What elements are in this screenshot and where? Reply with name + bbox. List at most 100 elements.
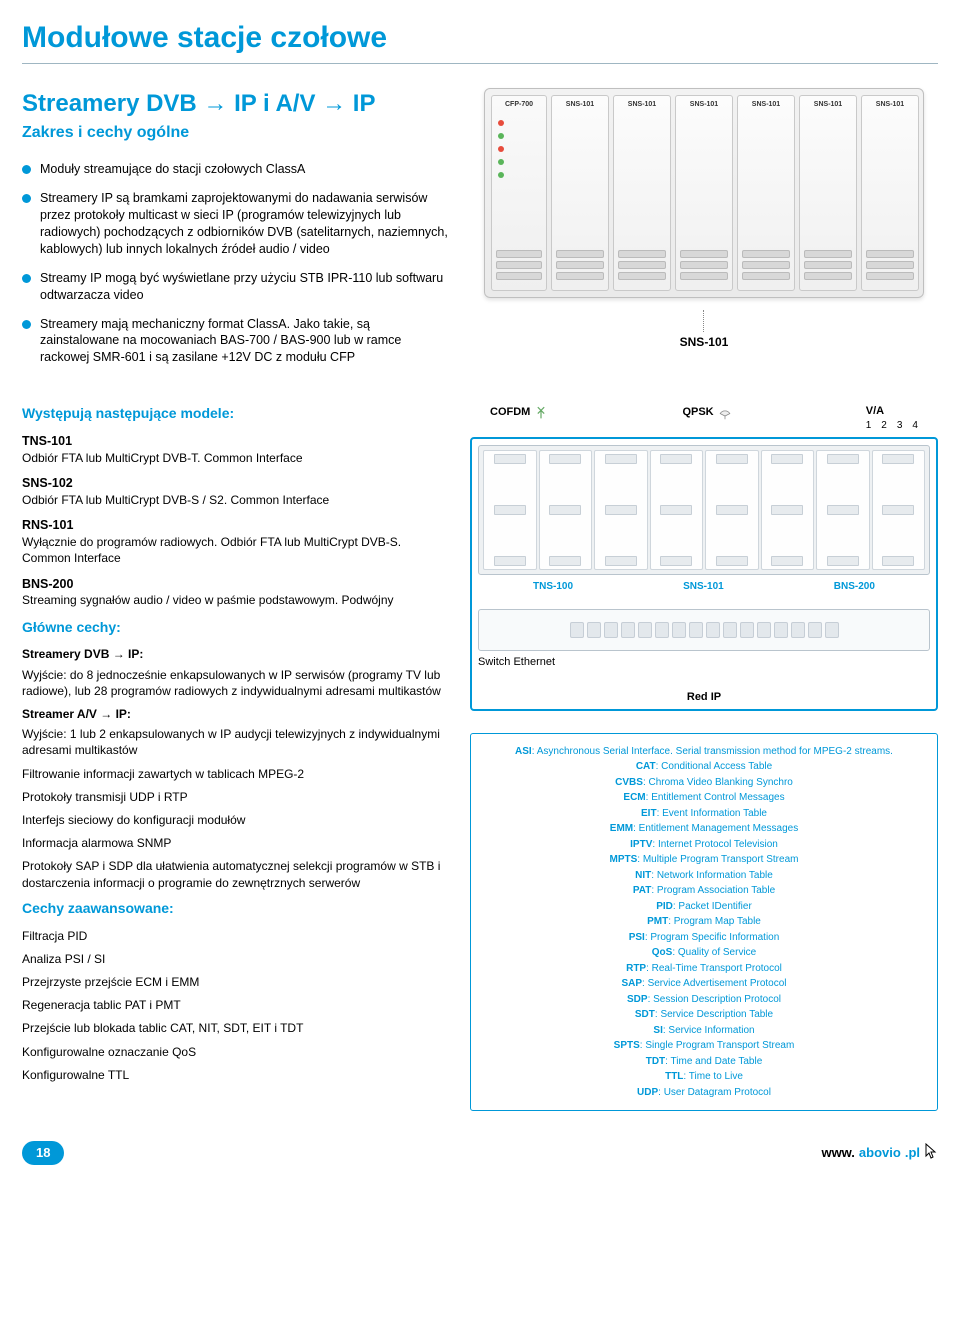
- models-list: TNS-101Odbiór FTA lub MultiCrypt DVB-T. …: [22, 433, 452, 608]
- schematic-slot: [539, 450, 593, 570]
- redip-label: Red IP: [478, 690, 930, 705]
- page-title: Modułowe stacje czołowe: [22, 18, 938, 59]
- feature-line: Interfejs sieciowy do konfiguracji moduł…: [22, 812, 452, 828]
- page: Modułowe stacje czołowe Streamery DVB → …: [0, 0, 960, 1177]
- model-desc: Streaming sygnałów audio / video w paśmi…: [22, 592, 452, 608]
- title-rule: [22, 63, 938, 64]
- intro-column: Streamery DVB → IP i A/V → IP Zakres i c…: [22, 88, 452, 379]
- intro-bullet: Streamery IP są bramkami zaprojektowanym…: [22, 190, 452, 258]
- system-diagram: TNS-100 SNS-101 BNS-200 Switch Ethernet …: [470, 437, 938, 711]
- glossary-term: SPTS: Single Program Transport Stream: [483, 1038, 925, 1054]
- glossary-term: ECM: Entitlement Control Messages: [483, 790, 925, 806]
- advanced-line: Przejrzyste przejście ECM i EMM: [22, 974, 452, 990]
- product-photo-column: CFP-700SNS-101SNS-101SNS-101SNS-101SNS-1…: [470, 88, 938, 379]
- model-desc: Wyłącznie do programów radiowych. Odbiór…: [22, 534, 452, 566]
- models-features-column: Występują następujące modele: TNS-101Odb…: [22, 404, 452, 1111]
- features-group1-title: Streamery DVB → IP:: [22, 646, 452, 662]
- feature-line: Informacja alarmowa SNMP: [22, 835, 452, 851]
- rack-module: SNS-101: [675, 95, 733, 291]
- glossary-term: PID: Packet IDentifier: [483, 899, 925, 915]
- input-qpsk: QPSK: [682, 404, 732, 432]
- schematic-slot: [483, 450, 537, 570]
- rack-module: SNS-101: [737, 95, 795, 291]
- subsubtitle: Zakres i cechy ogólne: [22, 122, 452, 144]
- glossary-term: SI: Service Information: [483, 1023, 925, 1039]
- features-group2-title: Streamer A/V → IP:: [22, 706, 452, 722]
- advanced-line: Analiza PSI / SI: [22, 951, 452, 967]
- advanced-lines: Filtracja PID Analiza PSI / SI Przejrzyste…: [22, 928, 452, 1083]
- model-name: SNS-102: [22, 475, 452, 492]
- intro-bullets: Moduły streamujące do stacji czołowych C…: [22, 161, 452, 366]
- rack-module: SNS-101: [551, 95, 609, 291]
- advanced-line: Przejście lub blokada tablic CAT, NIT, S…: [22, 1020, 452, 1036]
- glossary-term: EMM: Entitlement Management Messages: [483, 821, 925, 837]
- diagram-glossary-column: COFDM QPSK V/A 1234: [470, 404, 938, 1111]
- va-label: V/A: [866, 405, 884, 417]
- model-block: BNS-200Streaming sygnałów audio / video …: [22, 576, 452, 609]
- feature-line: Protokoły transmisji UDP i RTP: [22, 789, 452, 805]
- model-name: RNS-101: [22, 517, 452, 534]
- glossary-term: CVBS: Chroma Video Blanking Synchro: [483, 775, 925, 791]
- subtitle: Streamery DVB → IP i A/V → IP: [22, 88, 452, 120]
- top-row: Streamery DVB → IP i A/V → IP Zakres i c…: [22, 88, 938, 379]
- dish-icon: [717, 404, 733, 420]
- bottom-row: Występują następujące modele: TNS-101Odb…: [22, 404, 938, 1111]
- intro-bullet: Streamy IP mogą być wyświetlane przy uży…: [22, 270, 452, 304]
- glossary-term: ASI: Asynchronous Serial Interface. Seri…: [483, 744, 925, 760]
- schematic-slot: [816, 450, 870, 570]
- intro-bullet: Streamery mają mechaniczny format ClassA…: [22, 316, 452, 367]
- glossary-term: QoS: Quality of Service: [483, 945, 925, 961]
- model-name: BNS-200: [22, 576, 452, 593]
- slot-label: SNS-101: [683, 580, 724, 594]
- schematic-slot: [872, 450, 926, 570]
- feature-lines: Filtrowanie informacji zawartych w tabli…: [22, 766, 452, 891]
- slot-labels-row: TNS-100 SNS-101 BNS-200: [478, 580, 930, 594]
- callout-label: SNS-101: [680, 334, 729, 350]
- advanced-line: Filtracja PID: [22, 928, 452, 944]
- photo-callout: SNS-101: [680, 310, 729, 350]
- feature-line: Filtrowanie informacji zawartych w tabli…: [22, 766, 452, 782]
- advanced-line: Regeneracja tablic PAT i PMT: [22, 997, 452, 1013]
- glossary-term: UDP: User Datagram Protocol: [483, 1085, 925, 1101]
- product-rack-illustration: CFP-700SNS-101SNS-101SNS-101SNS-101SNS-1…: [484, 88, 924, 298]
- va-number: 2: [881, 419, 887, 433]
- glossary-term: SAP: Service Advertisement Protocol: [483, 976, 925, 992]
- input-va: V/A 1234: [866, 404, 918, 432]
- advanced-heading: Cechy zaawansowane:: [22, 899, 452, 918]
- model-block: SNS-102Odbiór FTA lub MultiCrypt DVB-S /…: [22, 475, 452, 508]
- footer-url: www.abovio.pl: [821, 1143, 938, 1164]
- url-bold: abovio: [859, 1144, 901, 1162]
- glossary-term: RTP: Real-Time Transport Protocol: [483, 961, 925, 977]
- va-numbers: 1234: [866, 419, 918, 433]
- diagram-input-labels: COFDM QPSK V/A 1234: [470, 404, 938, 436]
- url-suffix: .pl: [905, 1144, 920, 1162]
- schematic-slot: [594, 450, 648, 570]
- va-number: 3: [897, 419, 903, 433]
- model-block: TNS-101Odbiór FTA lub MultiCrypt DVB-T. …: [22, 433, 452, 466]
- models-heading: Występują następujące modele:: [22, 404, 452, 423]
- va-number: 1: [866, 419, 872, 433]
- schematic-slot: [705, 450, 759, 570]
- advanced-line: Konfigurowalne oznaczanie QoS: [22, 1044, 452, 1060]
- glossary-box: ASI: Asynchronous Serial Interface. Seri…: [470, 733, 938, 1112]
- va-number: 4: [912, 419, 918, 433]
- ethernet-switch: [478, 609, 930, 651]
- rack-module: SNS-101: [861, 95, 919, 291]
- antenna-icon: [533, 404, 549, 420]
- glossary-term: EIT: Event Information Table: [483, 806, 925, 822]
- features-group2-body: Wyjście: 1 lub 2 enkapsulowanych w IP au…: [22, 726, 452, 758]
- glossary-term: CAT: Conditional Access Table: [483, 759, 925, 775]
- advanced-line: Konfigurowalne TTL: [22, 1067, 452, 1083]
- rack-module: CFP-700: [491, 95, 547, 291]
- feature-line: Protokoły SAP i SDP dla ułatwienia autom…: [22, 858, 452, 890]
- glossary-term: TTL: Time to Live: [483, 1069, 925, 1085]
- glossary-term: IPTV: Internet Protocol Television: [483, 837, 925, 853]
- switch-label: Switch Ethernet: [478, 655, 930, 670]
- glossary-term: MPTS: Multiple Program Transport Stream: [483, 852, 925, 868]
- model-desc: Odbiór FTA lub MultiCrypt DVB-S / S2. Co…: [22, 492, 452, 508]
- glossary-term: PMT: Program Map Table: [483, 914, 925, 930]
- schematic-slot: [650, 450, 704, 570]
- footer: 18 www.abovio.pl: [22, 1141, 938, 1165]
- model-name: TNS-101: [22, 433, 452, 450]
- features-group1-body: Wyjście: do 8 jednocześnie enkapsulowany…: [22, 667, 452, 699]
